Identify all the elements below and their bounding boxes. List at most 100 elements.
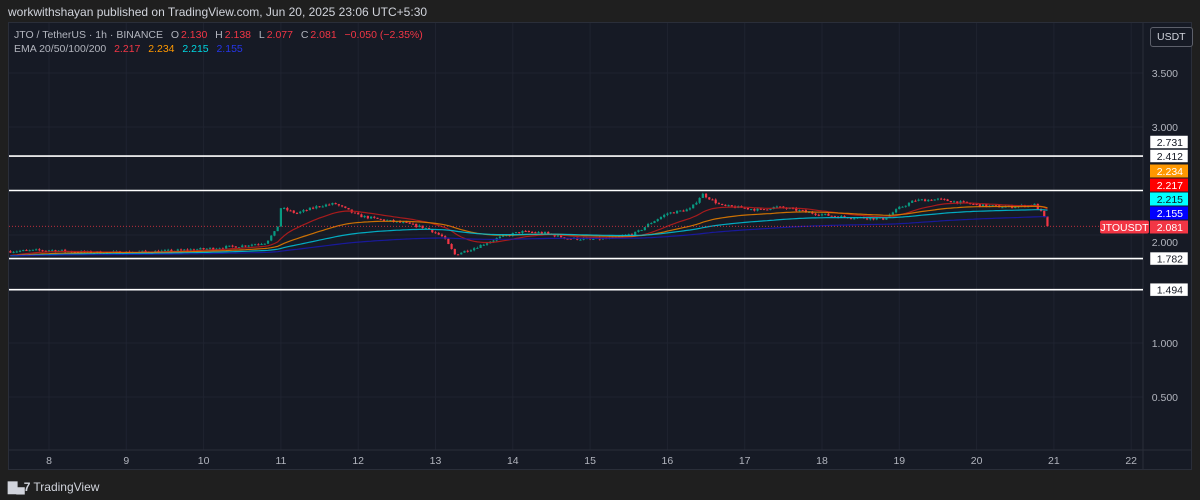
candle-down [804,210,807,212]
candle-up [324,204,328,207]
candle-up [205,248,208,250]
candle-down [795,208,798,211]
ema-label[interactable]: EMA 20/50/100/200 [14,43,107,55]
candle-up [369,216,373,219]
candle-down [801,210,804,212]
candle-down [724,204,727,206]
time-axis-label: 15 [584,455,596,467]
candle-down [170,249,173,252]
time-axis-label: 20 [971,455,983,467]
candle-up [225,246,228,249]
candle-up [331,203,334,205]
candle-down [711,199,714,201]
candle-down [64,249,67,252]
candle-down [534,232,537,234]
candle-up [920,199,923,201]
candle-up [31,249,34,251]
publish-info: workwithshayan published on TradingView.… [8,5,428,19]
candle-down [421,225,424,229]
candle-up [933,199,936,201]
candle-down [334,203,337,205]
currency-button[interactable]: USDT [1150,27,1193,47]
candle-down [25,249,28,251]
candle-up [775,206,779,208]
time-axis-label: 22 [1125,455,1137,467]
candle-down [373,216,376,218]
candle-up [627,234,630,236]
price-axis-label: 1.000 [1152,338,1178,350]
candle-up [727,205,730,207]
candle-up [12,251,15,253]
symbol-label[interactable]: JTO / TetherUS · 1h · BINANCE [14,29,163,41]
price-axis-label: 3.500 [1152,68,1178,80]
candle-down [730,205,733,207]
candle-up [514,232,518,234]
candle-down [257,244,260,246]
candle-down [379,218,382,220]
candle-up [675,210,679,214]
candle-up [685,209,688,212]
candle-up [592,238,595,240]
candle-up [485,243,489,245]
candle-down [453,249,456,255]
candle-up [695,202,698,205]
candle-up [479,244,482,248]
candle-down [817,214,820,216]
candle-down [179,249,183,251]
indicator-price-text: 2.081 [1157,222,1183,234]
candle-up [663,214,666,217]
candle-up [698,197,701,203]
candle-up [402,221,405,223]
candle-up [476,247,479,249]
level-price-text: 2.412 [1157,151,1183,163]
candle-up [653,221,656,224]
candle-down [946,199,949,202]
candle-down [337,204,340,206]
candle-up [308,207,311,211]
candle-up [199,248,202,250]
ema-20-line [10,202,1048,257]
candle-up [502,235,505,237]
candle-down [1046,216,1049,227]
symbol-tag [1100,220,1149,234]
indicator-price-text: 2.217 [1157,180,1183,192]
indicator-price-tag [1150,206,1188,220]
candle-up [669,212,672,214]
candle-down [292,210,295,213]
candle-down [540,232,543,234]
candle-down [923,199,927,202]
open-label: O [170,29,180,41]
candle-up [208,247,212,249]
candle-down [234,246,237,248]
time-axis-label: 10 [198,455,210,467]
candle-up [543,231,547,234]
candle-up [167,249,170,251]
candle-down [553,234,556,237]
candle-down [721,203,724,205]
candle-up [840,216,843,218]
candle-up [904,205,907,207]
candle-down [38,249,41,251]
candle-up [991,205,994,207]
level-price-tag [1149,135,1189,149]
candle-down [717,203,721,205]
candle-up [321,206,324,208]
close-label: C [300,29,309,41]
price-axis-label: 0.500 [1152,392,1178,404]
candle-up [656,219,659,222]
candle-up [646,223,650,228]
ema20-value: 2.217 [114,43,141,55]
candle-down [714,199,717,204]
candle-up [176,249,179,251]
chart-panel[interactable] [8,22,1192,470]
candle-up [688,208,692,210]
candle-down [949,201,952,203]
high-value: 2.138 [224,29,252,41]
candle-up [521,231,524,233]
candle-up [885,217,888,220]
candle-down [708,197,711,200]
candle-up [911,200,914,203]
candle-up [389,220,392,222]
candle-up [640,230,643,232]
